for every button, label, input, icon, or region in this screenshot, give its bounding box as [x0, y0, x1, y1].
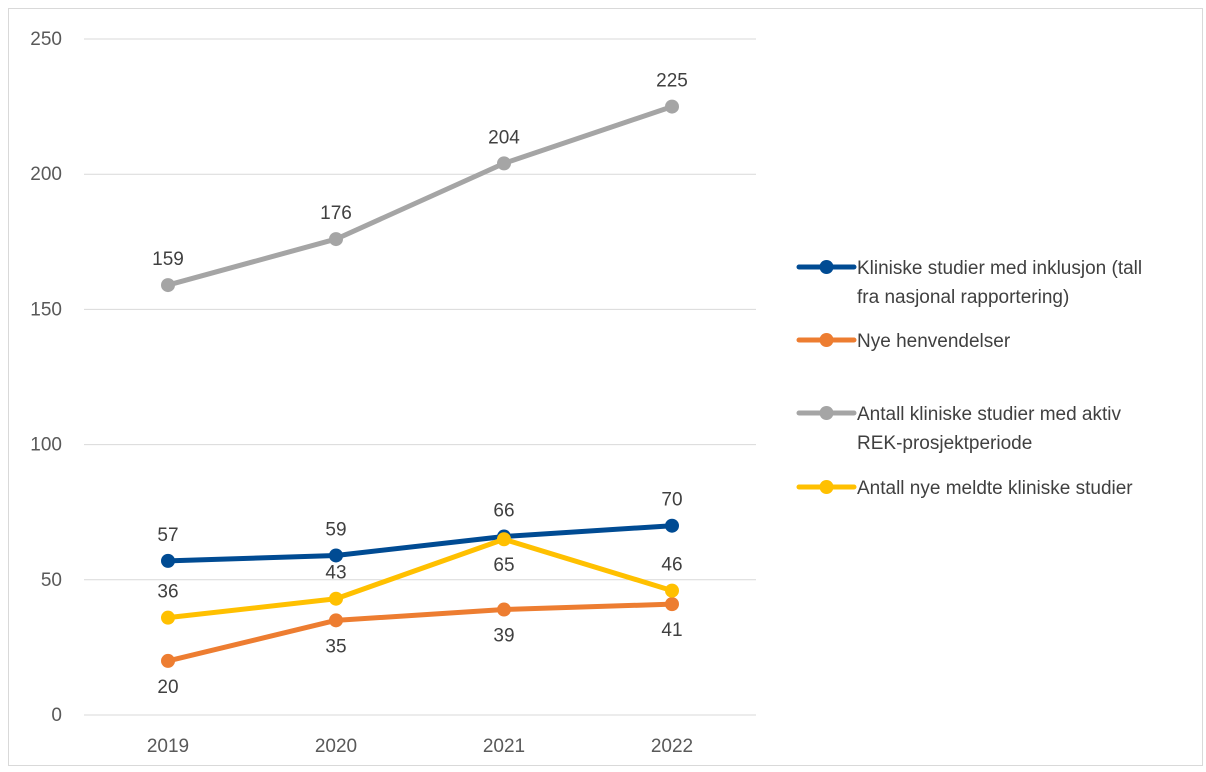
data-point [665, 597, 679, 612]
legend-entry: Kliniske studier med inklusjon (tall fra … [796, 258, 1142, 308]
line-chart: 0 50 100 150 200 250 2019 2020 2021 2022 57 59 66 70… [30, 29, 1142, 757]
data-point [665, 99, 679, 114]
data-label: 41 [661, 620, 682, 641]
y-tick-label: 250 [30, 29, 62, 50]
data-label: 20 [157, 677, 178, 698]
legend-label: fra nasjonal rapportering) [857, 287, 1069, 308]
legend-swatch-marker [819, 333, 834, 347]
legend-label: Antall kliniske studier med aktiv [857, 404, 1121, 425]
x-tick-label: 2019 [147, 736, 189, 757]
data-label: 159 [152, 249, 184, 270]
data-label: 225 [656, 71, 688, 92]
y-tick-label: 100 [30, 435, 62, 456]
y-tick-label: 0 [51, 705, 62, 726]
y-tick-label: 50 [41, 570, 62, 591]
legend-swatch-marker [819, 480, 834, 494]
series-line [165, 536, 675, 621]
data-point [161, 278, 175, 293]
data-label: 46 [661, 555, 682, 576]
data-point [329, 613, 343, 628]
legend-label: Antall nye meldte kliniske studier [857, 478, 1133, 499]
data-label: 36 [157, 582, 178, 603]
series-line [165, 523, 675, 564]
legend-label: Kliniske studier med inklusjon (tall [857, 258, 1142, 279]
data-point [161, 553, 175, 568]
data-label: 70 [661, 490, 682, 511]
data-point [497, 602, 511, 617]
legend-swatch-marker [819, 406, 834, 420]
legend-entry: Nye henvendelser [796, 331, 1011, 352]
x-tick-label: 2020 [315, 736, 357, 757]
data-label: 57 [157, 525, 178, 546]
data-point [329, 548, 343, 563]
data-label: 35 [325, 636, 346, 657]
data-label: 66 [493, 501, 514, 522]
data-point [665, 518, 679, 533]
x-tick-label: 2022 [651, 736, 693, 757]
data-label: 176 [320, 203, 352, 224]
data-label: 59 [325, 519, 346, 540]
series-lines [161, 99, 679, 668]
data-label: 39 [493, 626, 514, 647]
x-tick-label: 2021 [483, 736, 525, 757]
data-labels: 57 59 66 70 20 35 39 41 159 176 204 225 36 43 65 46 [152, 71, 688, 698]
axis-labels: 0 50 100 150 200 250 2019 2020 2021 2022 [30, 29, 693, 757]
series-line [165, 601, 675, 664]
y-tick-label: 150 [30, 299, 62, 320]
data-point [665, 583, 679, 598]
legend-entry: Antall nye meldte kliniske studier [796, 478, 1133, 499]
legend-entry: Antall kliniske studier med aktiv REK-pro… [796, 404, 1121, 454]
legend: Kliniske studier med inklusjon (tall fra … [796, 258, 1142, 499]
data-point [497, 532, 511, 547]
data-label: 204 [488, 127, 520, 148]
data-point [329, 591, 343, 606]
chart-frame: 0 50 100 150 200 250 2019 2020 2021 2022 57 59 66 70… [8, 8, 1203, 766]
legend-swatch-marker [819, 260, 834, 274]
series-line [165, 104, 675, 288]
data-label: 43 [325, 563, 346, 584]
data-point [161, 653, 175, 668]
legend-label: Nye henvendelser [857, 331, 1011, 352]
data-point [497, 156, 511, 171]
data-label: 65 [493, 555, 514, 576]
gridlines [84, 38, 756, 716]
data-point [161, 610, 175, 625]
legend-label: REK-prosjektperiode [857, 433, 1032, 454]
data-point [329, 232, 343, 247]
y-tick-label: 200 [30, 164, 62, 185]
